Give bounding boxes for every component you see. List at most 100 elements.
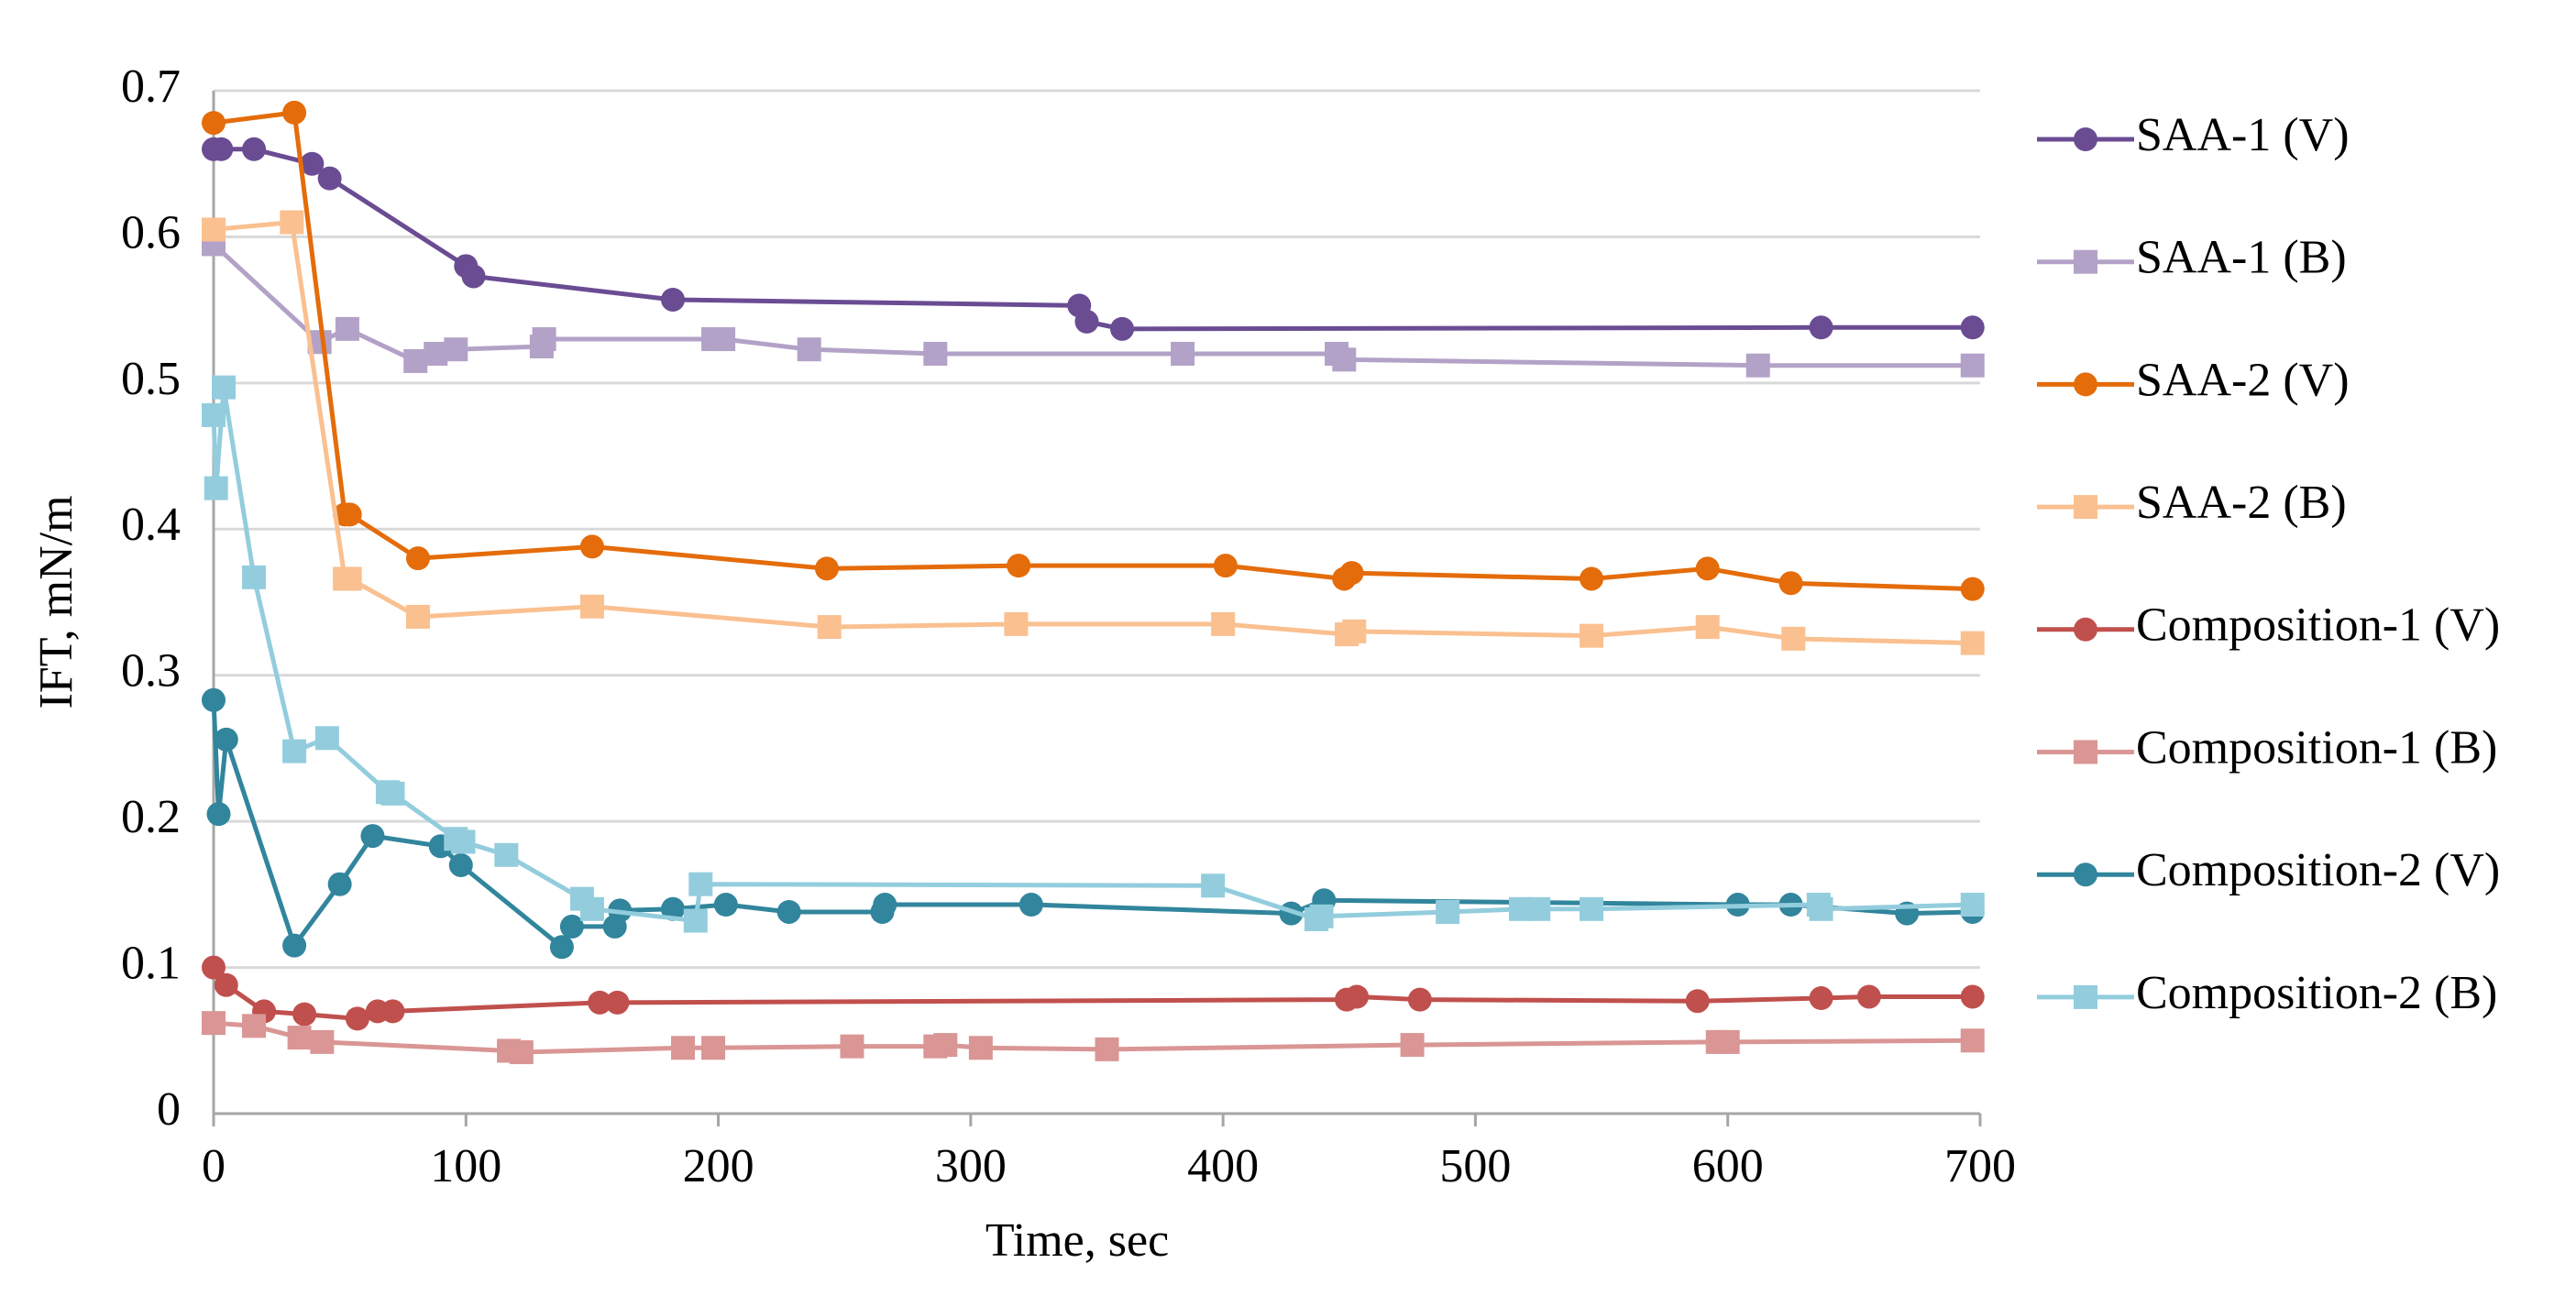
marker (713, 893, 738, 917)
marker (579, 594, 604, 619)
marker (1809, 896, 1833, 921)
marker (204, 476, 228, 500)
legend-label: SAA-1 (B) (2136, 232, 2347, 284)
legend-marker (2074, 617, 2097, 642)
legend-marker (2074, 984, 2097, 1009)
series-line (211, 966, 1973, 1021)
legend-label: SAA-2 (V) (2136, 354, 2350, 406)
series-line (211, 385, 1973, 924)
marker (1695, 615, 1720, 640)
marker (1345, 984, 1370, 1009)
marker (202, 111, 226, 136)
legend-label: Composition-1 (V) (2136, 599, 2500, 652)
marker (424, 341, 448, 366)
marker (300, 151, 325, 176)
marker (711, 327, 736, 352)
marker (337, 566, 362, 591)
marker (1007, 554, 1031, 578)
marker (310, 1029, 335, 1054)
marker (242, 137, 267, 161)
marker (671, 1036, 696, 1060)
y-tick-label: 0.2 (121, 791, 181, 843)
marker (1332, 347, 1357, 372)
marker (444, 337, 468, 362)
x-tick-label: 600 (1692, 1140, 1764, 1192)
marker (317, 166, 342, 191)
marker (209, 137, 234, 161)
marker (314, 726, 339, 751)
series-line (211, 699, 1973, 950)
x-tick-label: 300 (935, 1140, 1007, 1192)
marker (405, 546, 430, 571)
marker (242, 565, 267, 589)
marker (202, 955, 226, 980)
marker (380, 781, 405, 806)
marker (873, 893, 897, 917)
marker (1856, 984, 1881, 1009)
y-tick-label: 0.5 (121, 353, 181, 405)
x-tick-label: 100 (430, 1140, 501, 1192)
marker (933, 1033, 958, 1058)
marker (1018, 893, 1043, 917)
marker (1695, 556, 1720, 581)
marker (206, 802, 231, 827)
marker (1960, 631, 1985, 655)
legend-marker (2074, 862, 2097, 887)
y-tick-label: 0.7 (121, 60, 181, 113)
marker (579, 896, 604, 921)
marker (1960, 353, 1985, 378)
marker (688, 872, 713, 896)
marker (1960, 893, 1985, 917)
marker (549, 935, 574, 960)
marker (1339, 561, 1364, 586)
marker (448, 852, 473, 877)
y-tick-label: 0.4 (121, 499, 181, 551)
marker (1407, 987, 1432, 1012)
x-axis-title: Time, sec (985, 1214, 1169, 1267)
marker (202, 217, 226, 242)
legend-label: SAA-1 (V) (2136, 109, 2350, 161)
series-line (214, 147, 1973, 332)
series-line (212, 242, 1973, 368)
marker (1436, 899, 1460, 924)
marker (1580, 566, 1604, 591)
y-axis-title: IFT, mN/m (30, 495, 83, 708)
y-tick-label: 0 (157, 1083, 181, 1136)
legend-marker (2074, 740, 2097, 764)
marker (1400, 1033, 1425, 1058)
marker (1171, 341, 1195, 366)
marker (1211, 611, 1236, 636)
marker (280, 210, 304, 235)
marker (1580, 896, 1604, 921)
marker (661, 287, 686, 312)
legend-marker (2074, 249, 2097, 274)
marker (579, 534, 604, 559)
marker (335, 316, 359, 341)
marker (1715, 1029, 1740, 1054)
marker (327, 872, 352, 896)
marker (1781, 626, 1806, 651)
marker (1309, 904, 1334, 928)
marker (360, 824, 385, 849)
x-tick-label: 200 (683, 1140, 754, 1192)
legend-label: SAA-2 (B) (2136, 477, 2347, 529)
marker (1213, 554, 1238, 578)
marker (1004, 611, 1029, 636)
marker (242, 1014, 267, 1038)
marker (451, 829, 476, 854)
marker (776, 899, 801, 924)
marker (1110, 316, 1135, 341)
legend-marker (2074, 127, 2097, 151)
marker (1960, 1028, 1985, 1053)
marker (403, 348, 428, 373)
marker (701, 1036, 726, 1060)
x-tick-label: 0 (202, 1140, 226, 1192)
legend-marker (2074, 372, 2097, 397)
marker (1342, 619, 1367, 643)
marker (214, 727, 238, 752)
x-tick-label: 500 (1439, 1140, 1511, 1192)
marker (461, 264, 486, 289)
marker (494, 842, 519, 867)
marker (282, 100, 307, 125)
